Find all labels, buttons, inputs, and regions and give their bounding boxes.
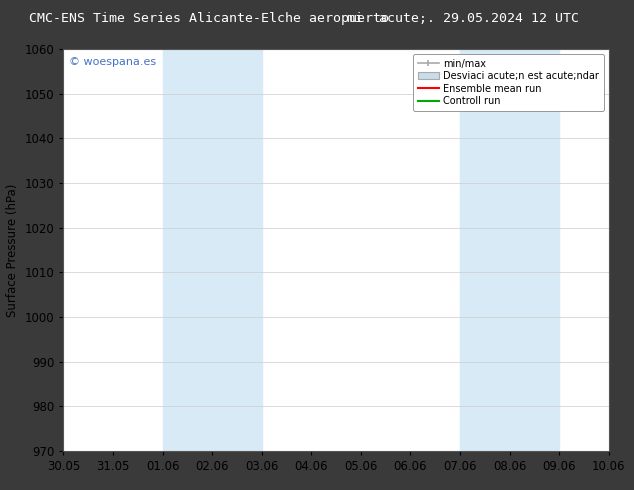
Bar <box>460 49 559 451</box>
Text: CMC-ENS Time Series Alicante-Elche aeropuerto: CMC-ENS Time Series Alicante-Elche aerop… <box>29 12 389 25</box>
Text: mi  acute;. 29.05.2024 12 UTC: mi acute;. 29.05.2024 12 UTC <box>347 12 579 25</box>
Y-axis label: Surface Pressure (hPa): Surface Pressure (hPa) <box>6 183 19 317</box>
Legend: min/max, Desviaci acute;n est acute;ndar, Ensemble mean run, Controll run: min/max, Desviaci acute;n est acute;ndar… <box>413 54 604 111</box>
Text: © woespana.es: © woespana.es <box>69 57 156 67</box>
Bar <box>162 49 262 451</box>
